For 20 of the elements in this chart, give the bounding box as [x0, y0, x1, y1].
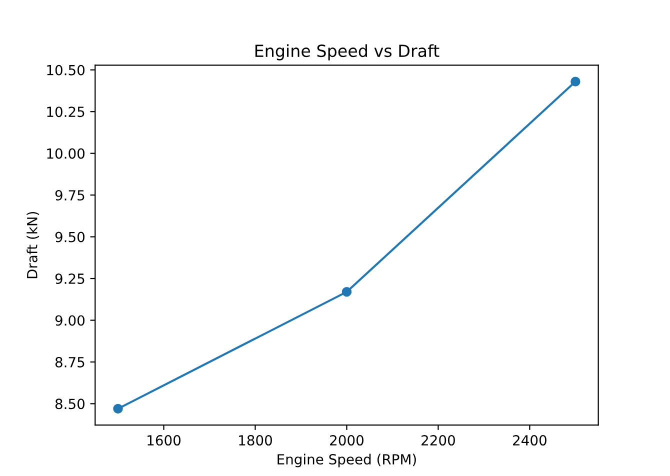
y-tick-label: 10.00	[47, 148, 84, 159]
x-axis-title: Engine Speed (RPM)	[278, 454, 416, 468]
x-tick-label: 1800	[239, 435, 272, 446]
y-tick-label: 8.50	[55, 398, 84, 410]
y-axis-title: Draft (kN)	[26, 212, 40, 278]
x-tick-label: 2000	[330, 435, 364, 446]
point	[570, 76, 580, 86]
y-tick-label: 10.25	[47, 106, 84, 118]
point	[342, 287, 352, 297]
y-tick-label: 9.00	[55, 315, 84, 326]
point	[113, 404, 123, 414]
y-tick-label: 9.50	[55, 232, 84, 242]
x-tick-label: 2400	[513, 435, 546, 446]
y-tick-label: 9.25	[55, 273, 84, 284]
y-tick-label: 10.50	[47, 64, 84, 76]
chart-title: Engine Speed vs Draft	[255, 44, 440, 60]
y-tick-label: 8.75	[55, 356, 84, 368]
y-tick-label: 9.75	[55, 190, 84, 201]
x-tick-label: 1600	[148, 435, 181, 446]
x-tick-label: 2200	[422, 435, 455, 446]
